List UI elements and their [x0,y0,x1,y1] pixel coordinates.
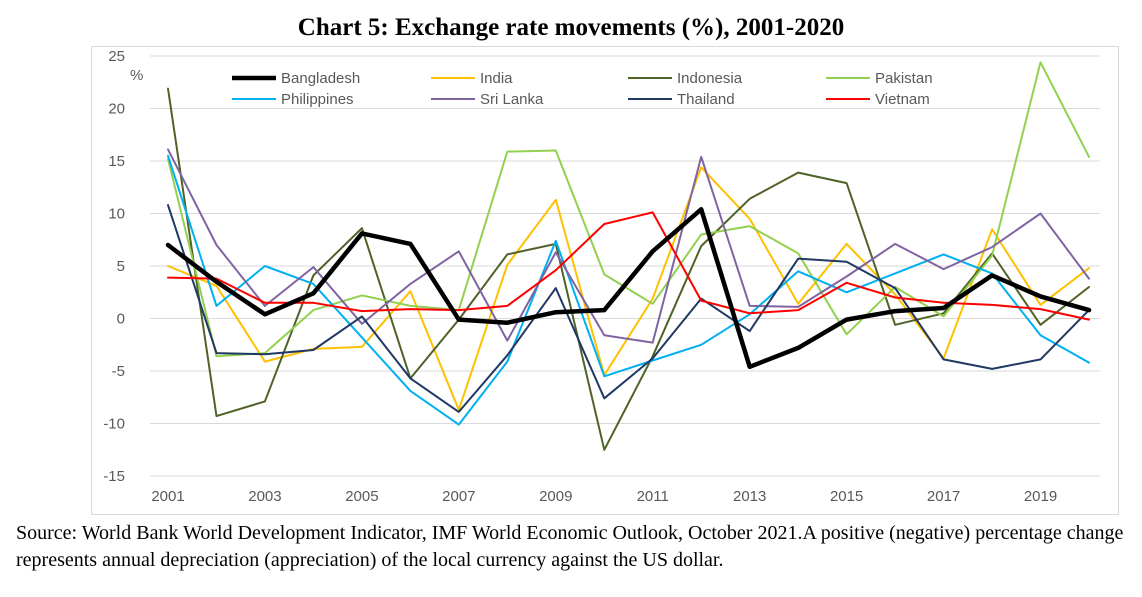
x-tick-label: 2019 [1024,488,1057,505]
legend-label: Philippines [281,91,354,108]
legend-item-bangladesh: Bangladesh [232,70,360,87]
source-note: Source: World Bank World Development Ind… [16,522,1124,571]
legend-item-vietnam: Vietnam [826,91,930,108]
legend-item-thailand: Thailand [628,91,735,108]
legend-label: Vietnam [875,91,930,108]
chart-title: Chart 5: Exchange rate movements (%), 20… [297,14,845,41]
legend-item-indonesia: Indonesia [628,70,743,87]
y-tick-label: 25 [108,48,125,65]
legend-item-philippines: Philippines [232,91,354,108]
gridlines [150,55,1100,477]
x-axis: 2001 2003 2005 2007 2009 2011 2013 2015 2017 2019 [151,488,1057,505]
legend-label: Sri Lanka [480,91,544,108]
x-tick-label: 2009 [539,488,572,505]
x-tick-label: 2013 [733,488,766,505]
legend: Bangladesh India Indonesia Pakistan Philippi… [232,70,933,108]
legend-item-india: India [431,70,513,87]
x-tick-label: 2001 [151,488,184,505]
chart-frame [91,46,1119,515]
y-tick-label: 20 [108,101,125,118]
y-tick-label: -10 [103,416,125,433]
series-line-pakistan [167,61,1090,358]
series-lines [165,61,1092,451]
legend-item-pakistan: Pakistan [826,70,933,87]
series-line-thailand [167,204,1090,413]
series-line-sri-lanka [167,148,1090,344]
y-tick-label: -15 [103,468,125,485]
legend-item-sri-lanka: Sri Lanka [431,91,544,108]
x-tick-label: 2005 [345,488,378,505]
legend-label: Pakistan [875,70,933,87]
y-tick-label: 10 [108,206,125,223]
x-tick-label: 2007 [442,488,475,505]
legend-label: India [480,70,513,87]
y-axis-label: % [130,67,143,84]
y-axis: 25 20 15 10 5 0 -5 -10 -15% [103,48,143,485]
y-tick-label: 15 [108,153,125,170]
y-tick-label: -5 [112,363,125,380]
x-tick-label: 2015 [830,488,863,505]
legend-label: Indonesia [677,70,743,87]
x-tick-label: 2017 [927,488,960,505]
legend-label: Bangladesh [281,70,360,87]
y-tick-label: 0 [117,311,125,328]
series-line-vietnam [167,211,1090,321]
legend-label: Thailand [677,91,735,108]
series-line-philippines [167,154,1090,426]
y-tick-label: 5 [117,258,125,275]
x-tick-label: 2011 [637,488,669,505]
series-line-indonesia [167,87,1090,451]
x-tick-label: 2003 [248,488,281,505]
series-line-bangladesh [165,207,1092,370]
